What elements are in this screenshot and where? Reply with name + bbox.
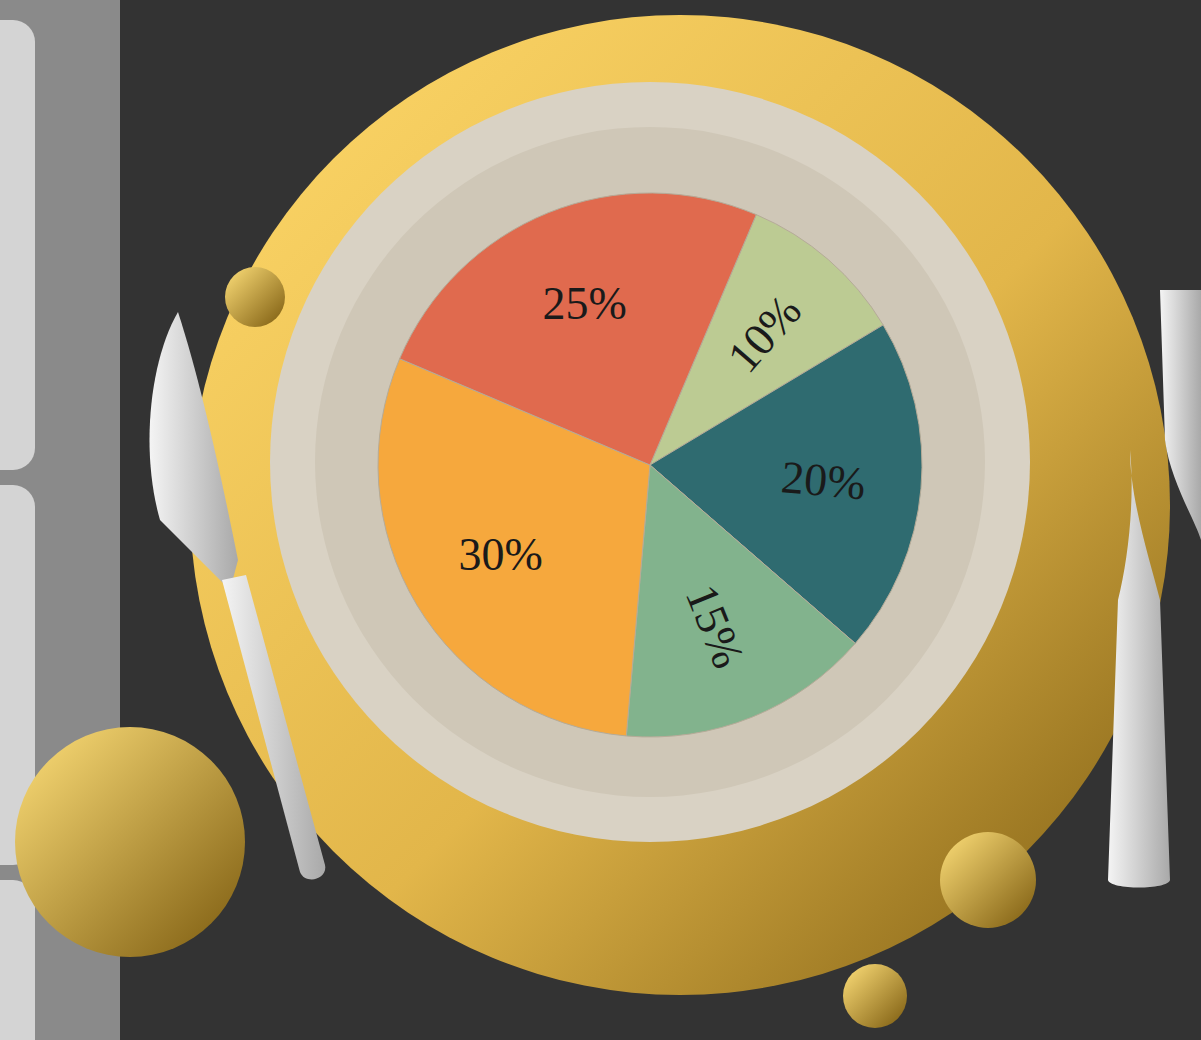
svg-text:10%: 10% xyxy=(717,285,811,382)
svg-text:20%: 20% xyxy=(779,451,867,509)
svg-text:30%: 30% xyxy=(459,529,543,580)
svg-text:15%: 15% xyxy=(676,578,755,675)
svg-text:25%: 25% xyxy=(543,278,627,329)
